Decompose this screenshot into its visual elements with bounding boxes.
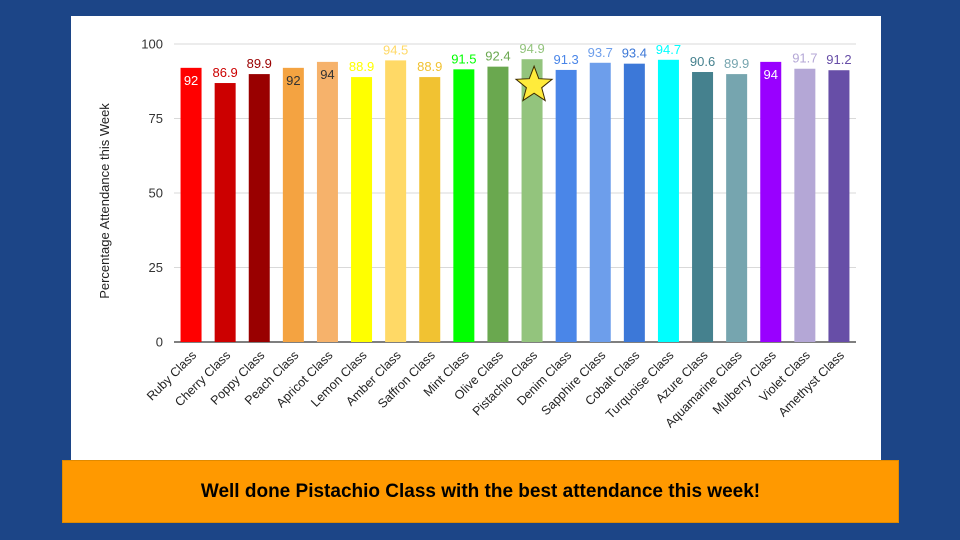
data-label: 93.4 (622, 46, 647, 61)
data-label: 93.7 (588, 45, 613, 60)
data-label: 94.5 (383, 42, 408, 57)
bar (351, 77, 373, 342)
bar (316, 61, 338, 342)
bar (248, 74, 270, 343)
data-labels: 92 86.9 89.9 92 94 88.9 94.5 88.9 91.5 92.4 94.9 91… (184, 41, 852, 102)
star-icon (514, 64, 554, 102)
y-tick-label: 50 (149, 186, 163, 201)
data-label: 92 (184, 73, 198, 88)
bar (726, 74, 748, 343)
data-label: 94 (320, 67, 334, 82)
bars (180, 59, 850, 343)
data-label: 89.9 (247, 56, 272, 71)
data-label: 91.2 (826, 52, 851, 67)
data-label: 90.6 (690, 54, 715, 69)
bar (555, 69, 577, 342)
y-axis-title: Percentage Attendance this Week (97, 103, 112, 299)
data-label: 91.3 (553, 52, 578, 67)
chart-panel: 92 86.9 89.9 92 94 88.9 94.5 88.9 91.5 92.4 94.9 91… (71, 16, 881, 460)
bar (589, 62, 611, 343)
data-label: 88.9 (417, 59, 442, 74)
data-label: 94.7 (656, 42, 681, 57)
bar (282, 67, 304, 342)
bar (657, 59, 679, 342)
data-label: 94.9 (519, 41, 544, 56)
bar (521, 59, 543, 342)
bar (828, 70, 850, 342)
gridlines (174, 43, 856, 343)
y-tick-label: 0 (156, 335, 163, 350)
bar (692, 72, 714, 343)
banner-text: Well done Pistachio Class with the best … (200, 480, 761, 502)
data-label: 91.7 (792, 51, 817, 66)
bar (487, 66, 509, 342)
y-tick-labels: 0 25 50 75 100 (141, 37, 163, 350)
data-label: 86.9 (212, 65, 237, 80)
data-label: 92.4 (485, 49, 510, 64)
bar (385, 60, 407, 342)
y-tick-label: 75 (149, 111, 163, 126)
congratulation-banner: Well done Pistachio Class with the best … (62, 460, 899, 523)
bar (623, 63, 645, 342)
attendance-bar-chart: 92 86.9 89.9 92 94 88.9 94.5 88.9 91.5 92.4 94.9 91… (97, 37, 856, 430)
bar (453, 69, 475, 342)
bar (419, 77, 441, 342)
bar (760, 61, 782, 342)
bar (794, 68, 816, 342)
y-tick-label: 100 (141, 37, 163, 52)
data-label: 88.9 (349, 59, 374, 74)
bar (214, 83, 236, 343)
bar (180, 67, 202, 342)
data-label: 92 (286, 73, 300, 88)
data-label: 89.9 (724, 56, 749, 71)
y-tick-label: 25 (149, 260, 163, 275)
data-label: 94 (764, 67, 778, 82)
data-label: 91.5 (451, 51, 476, 66)
